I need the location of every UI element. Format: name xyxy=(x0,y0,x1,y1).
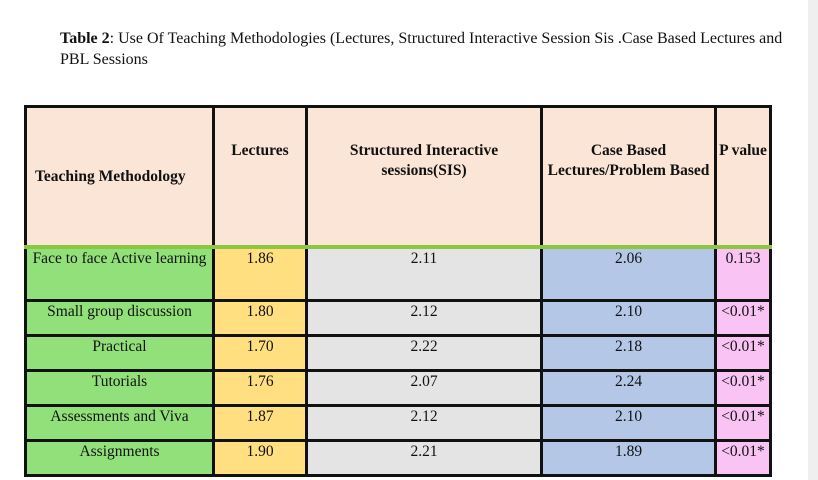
cell-method: Assignments xyxy=(24,439,215,477)
cell-cbl: 1.89 xyxy=(540,439,717,477)
cell-method: Face to face Active learning xyxy=(24,245,215,302)
caption-label: Table 2 xyxy=(60,30,110,47)
cell-sis: 2.12 xyxy=(305,404,543,442)
cell-lectures: 1.80 xyxy=(212,299,308,337)
cell-p-value: <0.01* xyxy=(714,334,772,372)
cell-p-value: <0.01* xyxy=(714,299,772,337)
table-row: Small group discussion 1.80 2.12 2.10 <0… xyxy=(24,299,772,337)
table-row: Tutorials 1.76 2.07 2.24 <0.01* xyxy=(24,369,772,407)
table-row: Practical 1.70 2.22 2.18 <0.01* xyxy=(24,334,772,372)
cell-cbl: 2.06 xyxy=(540,245,717,302)
teaching-methodology-table: Teaching Methodology Lectures Structured… xyxy=(24,105,772,477)
cell-p-value: <0.01* xyxy=(714,369,772,407)
cell-cbl: 2.10 xyxy=(540,299,717,337)
cell-method: Small group discussion xyxy=(24,299,215,337)
cell-sis: 2.12 xyxy=(305,299,543,337)
page-margin-strip xyxy=(808,0,818,480)
table-header-row: Teaching Methodology Lectures Structured… xyxy=(24,105,772,249)
header-p-value: P value xyxy=(714,105,772,249)
cell-p-value: 0.153 xyxy=(714,245,772,302)
cell-cbl: 2.24 xyxy=(540,369,717,407)
caption-text: : Use Of Teaching Methodologies (Lecture… xyxy=(60,30,783,68)
cell-sis: 2.11 xyxy=(305,245,543,302)
cell-sis: 2.21 xyxy=(305,439,543,477)
cell-sis: 2.07 xyxy=(305,369,543,407)
cell-sis: 2.22 xyxy=(305,334,543,372)
table-row: Assessments and Viva 1.87 2.12 2.10 <0.0… xyxy=(24,404,772,442)
cell-cbl: 2.18 xyxy=(540,334,717,372)
cell-p-value: <0.01* xyxy=(714,439,772,477)
cell-lectures: 1.90 xyxy=(212,439,308,477)
header-case-based-lectures: Case Based Lectures/Problem Based xyxy=(540,105,717,249)
table-caption: Table 2: Use Of Teaching Methodologies (… xyxy=(60,28,790,70)
cell-method: Tutorials xyxy=(24,369,215,407)
cell-lectures: 1.86 xyxy=(212,245,308,302)
header-teaching-methodology: Teaching Methodology xyxy=(24,105,215,249)
cell-p-value: <0.01* xyxy=(714,404,772,442)
cell-lectures: 1.70 xyxy=(212,334,308,372)
cell-method: Practical xyxy=(24,334,215,372)
header-structured-interactive-sessions: Structured Interactive sessions(SIS) xyxy=(305,105,543,249)
cell-lectures: 1.87 xyxy=(212,404,308,442)
table-row: Assignments 1.90 2.21 1.89 <0.01* xyxy=(24,439,772,477)
cell-method: Assessments and Viva xyxy=(24,404,215,442)
cell-lectures: 1.76 xyxy=(212,369,308,407)
table-row: Face to face Active learning 1.86 2.11 2… xyxy=(24,245,772,302)
header-lectures: Lectures xyxy=(212,105,308,249)
cell-cbl: 2.10 xyxy=(540,404,717,442)
